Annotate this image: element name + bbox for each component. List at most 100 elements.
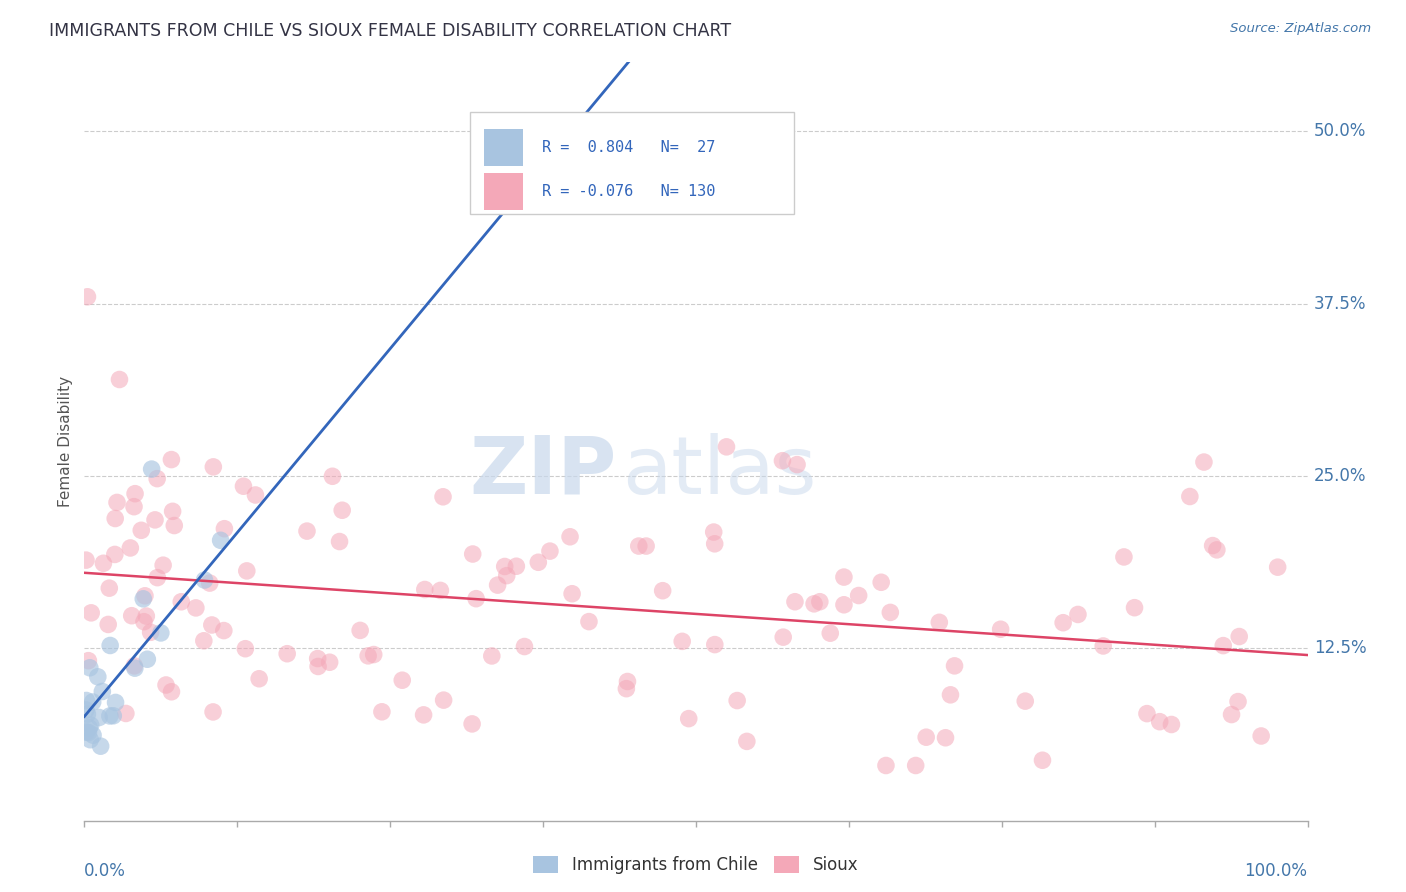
Point [1220, 707, 1243, 722]
Point [1031, 753, 1053, 767]
Point [1092, 639, 1115, 653]
Point [104, 695, 127, 709]
Point [832, 570, 855, 584]
Point [149, 626, 172, 640]
Point [139, 625, 162, 640]
Point [735, 734, 758, 748]
Point [79, 661, 101, 675]
Point [93, 556, 115, 570]
Point [1227, 695, 1250, 709]
Point [513, 640, 536, 654]
Point [162, 504, 184, 518]
Point [202, 459, 225, 474]
Point [1205, 542, 1227, 557]
Point [77, 654, 100, 668]
Point [505, 559, 527, 574]
Point [75, 693, 97, 707]
Point [307, 659, 329, 673]
Point [363, 648, 385, 662]
Point [134, 589, 156, 603]
Point [1149, 714, 1171, 729]
Point [155, 678, 177, 692]
Point [235, 641, 257, 656]
Point [561, 587, 583, 601]
Point [136, 652, 159, 666]
Point [214, 522, 236, 536]
Point [527, 555, 550, 569]
Point [328, 534, 350, 549]
Text: IMMIGRANTS FROM CHILE VS SIOUX FEMALE DISABILITY CORRELATION CHART: IMMIGRANTS FROM CHILE VS SIOUX FEMALE DI… [49, 22, 731, 40]
Point [146, 571, 169, 585]
Point [349, 624, 371, 638]
Point [201, 618, 224, 632]
Point [578, 615, 600, 629]
Text: 50.0%: 50.0% [1313, 122, 1367, 140]
Point [671, 634, 693, 648]
Point [104, 511, 127, 525]
Point [115, 706, 138, 721]
Point [1201, 539, 1223, 553]
Point [90, 739, 112, 754]
Point [616, 674, 638, 689]
Point [1067, 607, 1090, 622]
Point [803, 597, 825, 611]
Point [928, 615, 950, 630]
Point [494, 559, 516, 574]
Point [1123, 600, 1146, 615]
Point [526, 186, 548, 201]
Point [627, 539, 650, 553]
Point [875, 758, 897, 772]
Point [1014, 694, 1036, 708]
Point [77, 725, 100, 739]
Point [75, 703, 97, 717]
Point [1052, 615, 1074, 630]
Point [832, 598, 855, 612]
Point [461, 717, 484, 731]
Point [429, 583, 451, 598]
Point [678, 712, 700, 726]
Point [538, 544, 561, 558]
Point [198, 576, 221, 591]
Point [772, 630, 794, 644]
Point [1267, 560, 1289, 574]
Point [1136, 706, 1159, 721]
Point [904, 758, 927, 772]
Point [91, 684, 114, 698]
Text: 100.0%: 100.0% [1244, 863, 1308, 880]
Point [79, 732, 101, 747]
Point [160, 685, 183, 699]
Point [77, 721, 100, 735]
Point [170, 595, 193, 609]
Point [76, 707, 98, 722]
Point [943, 658, 966, 673]
Point [212, 624, 235, 638]
Point [132, 591, 155, 606]
Text: 12.5%: 12.5% [1313, 640, 1367, 657]
Point [772, 453, 794, 467]
Point [121, 608, 143, 623]
Point [848, 589, 870, 603]
Point [143, 513, 166, 527]
Point [193, 633, 215, 648]
Text: atlas: atlas [623, 433, 817, 511]
Point [636, 539, 658, 553]
Point [783, 595, 806, 609]
Point [558, 530, 581, 544]
Text: 37.5%: 37.5% [1313, 294, 1367, 313]
FancyBboxPatch shape [484, 129, 523, 166]
Point [330, 503, 353, 517]
Point [879, 606, 901, 620]
Point [108, 372, 131, 386]
Point [486, 578, 509, 592]
Point [1112, 549, 1135, 564]
Point [433, 693, 456, 707]
Point [915, 730, 938, 744]
Legend: Immigrants from Chile, Sioux: Immigrants from Chile, Sioux [527, 849, 865, 880]
Point [152, 558, 174, 573]
Y-axis label: Female Disability: Female Disability [58, 376, 73, 508]
Point [616, 681, 638, 696]
Point [432, 490, 454, 504]
Point [76, 290, 98, 304]
Point [318, 655, 340, 669]
Point [184, 601, 207, 615]
